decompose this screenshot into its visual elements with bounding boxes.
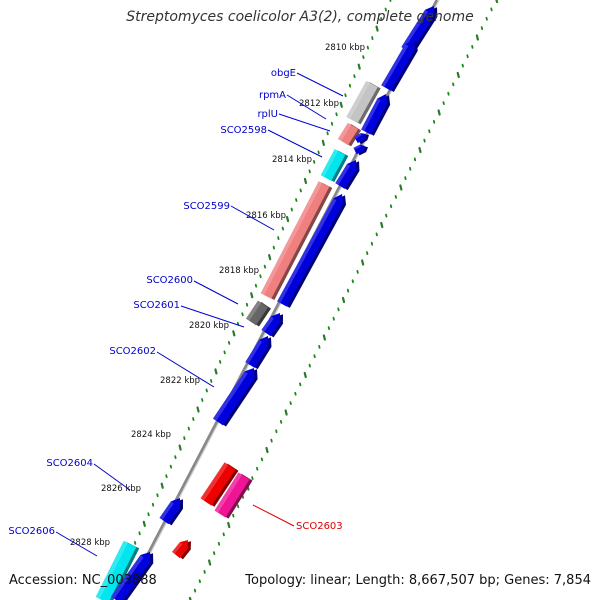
gene-feature-body <box>245 336 269 368</box>
gene-feature-highlight <box>353 144 361 150</box>
gene-feature-body <box>261 313 280 337</box>
ruler-tick-label: 2826 kbp <box>101 484 141 494</box>
ruler-tick-label: 2824 kbp <box>131 430 171 440</box>
gene-feature-blue-gene-3[interactable] <box>354 133 369 145</box>
gene-feature-blue-gene-4[interactable] <box>353 144 368 156</box>
ruler-tick-label: 2814 kbp <box>272 155 312 165</box>
gene-feature-body <box>159 498 180 525</box>
ruler-tick-label: 2822 kbp <box>160 376 200 386</box>
gene-feature-highlight <box>277 198 337 304</box>
ruler-tick-label: 2810 kbp <box>325 43 365 53</box>
gene-label-leader <box>252 504 295 527</box>
ruler-tick-label: 2818 kbp <box>219 266 259 276</box>
gene-label-obgE[interactable]: obgE <box>271 68 296 79</box>
gene-label-SCO2601[interactable]: SCO2601 <box>133 300 180 311</box>
gene-feature-body <box>246 300 268 326</box>
gene-label-rpmA[interactable]: rpmA <box>259 90 286 101</box>
gene-feature-red-gene-small[interactable] <box>172 540 191 560</box>
gene-label-rplU[interactable]: rplU <box>257 109 278 120</box>
gene-feature-highlight <box>213 371 248 421</box>
gene-feature-SCO2606-gene[interactable] <box>95 540 140 600</box>
gene-feature-body <box>200 462 236 506</box>
gene-label-leader <box>180 305 245 328</box>
gene-feature-blue-gene-2[interactable] <box>361 94 391 136</box>
gene-label-SCO2599[interactable]: SCO2599 <box>183 201 230 212</box>
gene-feature-body <box>214 472 250 518</box>
gene-label-SCO2600[interactable]: SCO2600 <box>146 275 193 286</box>
gene-feature-SCO2602-gene[interactable] <box>213 368 258 427</box>
gene-label-SCO2604[interactable]: SCO2604 <box>46 458 93 469</box>
gene-feature-highlight <box>335 163 351 185</box>
gene-feature-highlight <box>95 540 128 599</box>
gene-feature-body <box>320 149 346 181</box>
gene-feature-highlight <box>111 555 144 599</box>
accession-text: Accession: NC_003888 <box>9 573 157 588</box>
gene-label-SCO2602[interactable]: SCO2602 <box>109 346 156 357</box>
gene-feature-blue-gene-7[interactable] <box>261 313 283 338</box>
gene-feature-rpmA-gene[interactable] <box>337 122 362 147</box>
gene-label-leader <box>230 205 275 231</box>
gene-feature-highlight <box>214 472 243 513</box>
gene-feature-highlight <box>172 542 183 554</box>
ruler-dots-right <box>188 0 499 600</box>
gene-label-leader <box>55 531 98 557</box>
gene-label-leader <box>267 129 323 158</box>
gene-feature-body <box>172 540 188 559</box>
gene-feature-blue-gene-6[interactable] <box>277 194 346 308</box>
gene-feature-body <box>401 6 435 53</box>
gene-feature-highlight <box>246 300 262 321</box>
gene-feature-highlight <box>260 181 323 296</box>
ruler-tick-label: 2820 kbp <box>189 321 229 331</box>
gene-feature-highlight <box>245 339 263 364</box>
gene-feature-body <box>213 368 255 426</box>
gene-feature-highlight <box>346 80 371 119</box>
gene-feature-highlight <box>337 122 352 141</box>
gene-feature-SCO2604-gene[interactable] <box>200 462 239 507</box>
gene-feature-highlight <box>200 462 229 501</box>
ruler-tick-label: 2828 kbp <box>70 538 110 548</box>
gene-label-leader <box>193 280 239 305</box>
gene-label-leader <box>296 72 344 97</box>
gene-feature-blue-gene-10[interactable] <box>111 552 154 600</box>
gene-feature-body <box>337 122 359 146</box>
gene-label-SCO2606[interactable]: SCO2606 <box>8 526 55 537</box>
gene-label-leader <box>278 113 331 132</box>
gene-feature-highlight <box>320 149 339 178</box>
gene-feature-highlight <box>159 501 174 520</box>
ruler-tick-label: 2816 kbp <box>246 211 286 221</box>
gene-feature-body <box>260 181 330 299</box>
gene-feature-SCO2599-gene[interactable] <box>260 181 333 300</box>
gene-feature-blue-gene-8[interactable] <box>245 336 272 370</box>
gene-feature-highlight <box>361 98 381 132</box>
gene-feature-highlight <box>381 44 409 88</box>
gene-label-leader <box>93 463 131 491</box>
gene-feature-blue-gene-9[interactable] <box>159 498 183 526</box>
ruler-tick-label: 2812 kbp <box>299 99 339 109</box>
genome-summary-text: Topology: linear; Length: 8,667,507 bp; … <box>245 573 591 588</box>
gene-feature-highlight <box>354 133 362 139</box>
genome-title: Streptomyces coelicolor A3(2), complete … <box>126 9 474 25</box>
gene-feature-body <box>335 160 357 189</box>
gene-feature-blue-gene-5[interactable] <box>335 160 360 191</box>
gene-feature-highlight <box>401 9 429 49</box>
gene-feature-blue-gene-1[interactable] <box>381 40 418 92</box>
gene-label-SCO2598[interactable]: SCO2598 <box>220 125 267 136</box>
gene-feature-SCO2600-gene[interactable] <box>246 300 271 327</box>
gene-label-leader <box>156 351 215 388</box>
gene-feature-body <box>381 40 415 91</box>
gene-feature-SCO2603-gene[interactable] <box>214 472 253 519</box>
gene-feature-body <box>346 80 378 124</box>
gene-label-SCO2603[interactable]: SCO2603 <box>296 521 343 532</box>
gene-feature-obgE-gene[interactable] <box>346 80 381 125</box>
gene-feature-SCO2598-gene[interactable] <box>320 149 349 183</box>
gene-feature-highlight <box>261 316 274 332</box>
gene-label-leader <box>286 94 327 120</box>
